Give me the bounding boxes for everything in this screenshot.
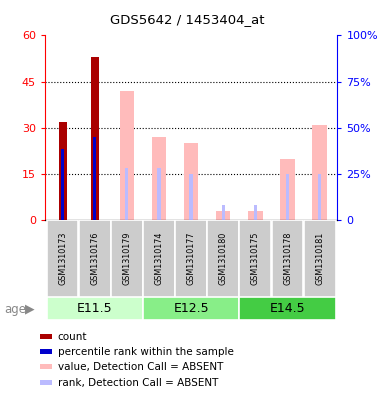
Bar [280,158,295,220]
Bar [120,91,134,220]
Bar [58,121,67,220]
Bar [190,174,193,220]
Bar [312,125,327,220]
Text: rank, Detection Call = ABSENT: rank, Detection Call = ABSENT [58,378,218,387]
Text: count: count [58,332,87,342]
Text: GSM1310179: GSM1310179 [122,231,131,285]
Text: GSM1310173: GSM1310173 [58,232,67,285]
Bar [143,297,239,320]
Bar [271,220,303,297]
Bar [152,137,166,220]
Text: GDS5642 / 1453404_at: GDS5642 / 1453404_at [110,13,264,26]
Bar [175,220,207,297]
Text: GSM1310180: GSM1310180 [219,232,228,285]
Text: ▶: ▶ [25,303,35,316]
Bar [47,297,143,320]
Bar [248,211,262,220]
Bar [222,205,225,220]
Bar [286,174,289,220]
Bar [111,220,143,297]
Text: E14.5: E14.5 [270,302,305,315]
Text: age: age [4,303,26,316]
Bar [207,220,239,297]
Bar [40,364,52,369]
Bar [184,143,199,220]
Bar [254,205,257,220]
Bar [239,297,335,320]
Text: GSM1310181: GSM1310181 [315,232,324,285]
Bar [157,168,161,220]
Text: E12.5: E12.5 [173,302,209,315]
Text: percentile rank within the sample: percentile rank within the sample [58,347,233,357]
Bar [125,168,128,220]
Bar [216,211,230,220]
Bar [239,220,271,297]
Text: GSM1310178: GSM1310178 [283,232,292,285]
Text: GSM1310177: GSM1310177 [186,231,196,285]
Bar [143,220,175,297]
Text: value, Detection Call = ABSENT: value, Detection Call = ABSENT [58,362,223,372]
Bar [61,149,64,220]
Bar [47,220,78,297]
Bar [304,220,335,297]
Bar [90,57,99,220]
Text: GSM1310175: GSM1310175 [251,231,260,285]
Bar [79,220,111,297]
Bar [40,380,52,385]
Bar [40,334,52,339]
Bar [318,174,321,220]
Text: GSM1310176: GSM1310176 [90,232,99,285]
Bar [40,349,52,354]
Text: E11.5: E11.5 [77,302,112,315]
Bar [93,137,96,220]
Text: GSM1310174: GSM1310174 [154,232,163,285]
